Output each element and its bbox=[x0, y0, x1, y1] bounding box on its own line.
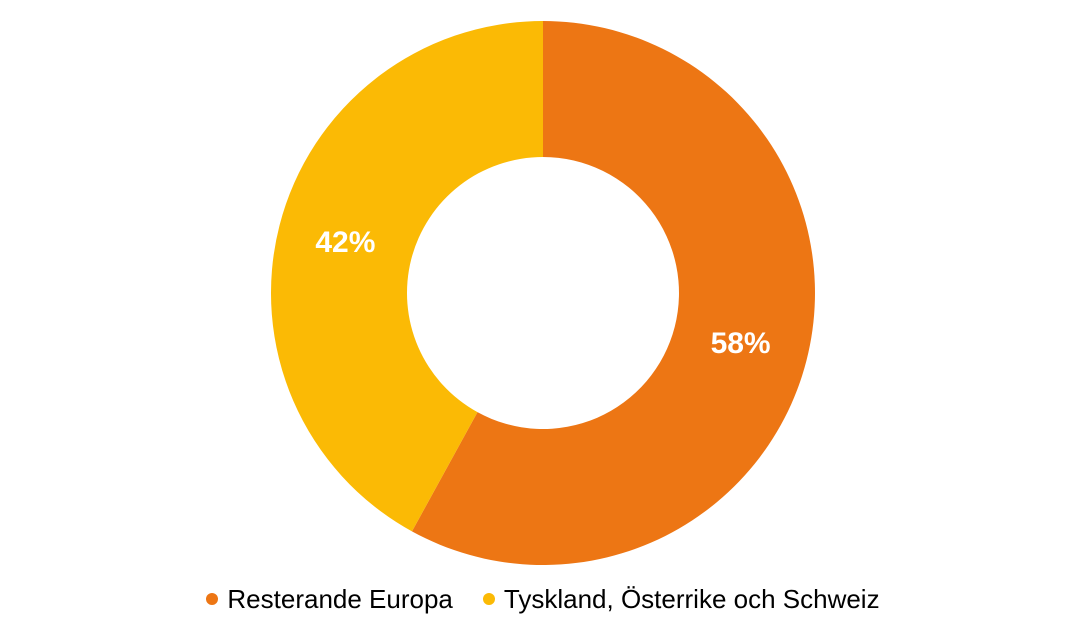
slice-label-1: 58% bbox=[711, 327, 771, 360]
slice-label-2: 42% bbox=[315, 226, 375, 259]
donut-chart: 58% 42% bbox=[270, 20, 815, 565]
legend-dot-tyskland-osterrike-schweiz bbox=[482, 593, 495, 605]
legend-dot-resterande-europa bbox=[206, 593, 219, 605]
legend-label-resterande-europa: Resterande Europa bbox=[227, 584, 453, 614]
donut-chart-area: 58% 42% bbox=[268, 18, 818, 568]
donut-slice-1 bbox=[411, 21, 815, 565]
legend-label-tyskland-osterrike-schweiz: Tyskland, Österrike och Schweiz bbox=[503, 584, 880, 614]
legend-item-tyskland-osterrike-schweiz: Tyskland, Österrike och Schweiz bbox=[482, 584, 880, 614]
donut-slice-2 bbox=[270, 20, 543, 532]
chart-legend: Resterande Europa Tyskland, Österrike oc… bbox=[0, 586, 1086, 612]
legend-item-resterande-europa: Resterande Europa bbox=[206, 584, 453, 614]
